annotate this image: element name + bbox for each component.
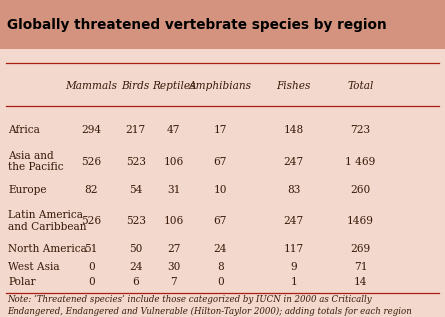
- Text: 260: 260: [350, 185, 371, 195]
- Text: 9: 9: [291, 262, 297, 272]
- Text: 24: 24: [214, 244, 227, 254]
- Text: 106: 106: [163, 216, 184, 226]
- Text: 30: 30: [167, 262, 180, 272]
- Text: 8: 8: [217, 262, 224, 272]
- Text: Africa: Africa: [8, 125, 40, 135]
- Text: Amphibians: Amphibians: [189, 81, 252, 91]
- Text: 82: 82: [85, 185, 98, 195]
- Text: 0: 0: [88, 262, 95, 272]
- Text: Europe: Europe: [8, 185, 47, 195]
- Text: 1 469: 1 469: [345, 157, 376, 167]
- Text: 0: 0: [88, 277, 95, 287]
- Text: 523: 523: [126, 216, 146, 226]
- Text: 1: 1: [290, 277, 297, 287]
- Text: Total: Total: [347, 81, 374, 91]
- Text: 14: 14: [354, 277, 367, 287]
- Text: 54: 54: [129, 185, 142, 195]
- Text: 83: 83: [287, 185, 300, 195]
- Text: 148: 148: [283, 125, 304, 135]
- Text: 247: 247: [283, 157, 304, 167]
- Text: 117: 117: [283, 244, 304, 254]
- Text: Fishes: Fishes: [276, 81, 311, 91]
- Text: 67: 67: [214, 157, 227, 167]
- Text: 0: 0: [217, 277, 224, 287]
- Text: 523: 523: [126, 157, 146, 167]
- Text: 526: 526: [81, 216, 101, 226]
- Text: Note: ‘Threatened species’ include those categorized by IUCN in 2000 as Critical: Note: ‘Threatened species’ include those…: [7, 294, 412, 316]
- Text: 6: 6: [132, 277, 139, 287]
- Text: West Asia: West Asia: [8, 262, 60, 272]
- Text: 526: 526: [81, 157, 101, 167]
- Text: Latin America
and Caribbean: Latin America and Caribbean: [8, 210, 86, 232]
- Text: 723: 723: [350, 125, 371, 135]
- Text: 247: 247: [283, 216, 304, 226]
- Text: 7: 7: [170, 277, 177, 287]
- Text: North America: North America: [8, 244, 87, 254]
- Text: 31: 31: [167, 185, 180, 195]
- Text: Birds: Birds: [121, 81, 150, 91]
- Text: 294: 294: [81, 125, 101, 135]
- Text: 269: 269: [350, 244, 371, 254]
- Text: 217: 217: [125, 125, 146, 135]
- Text: 24: 24: [129, 262, 142, 272]
- Bar: [0, 0, 445, 49]
- Text: Globally threatened vertebrate species by region: Globally threatened vertebrate species b…: [7, 17, 387, 32]
- Text: 51: 51: [85, 244, 98, 254]
- Text: 47: 47: [167, 125, 180, 135]
- Text: 71: 71: [354, 262, 367, 272]
- Text: Polar: Polar: [8, 277, 36, 287]
- Text: Reptiles: Reptiles: [152, 81, 195, 91]
- Text: 17: 17: [214, 125, 227, 135]
- Text: Asia and
the Pacific: Asia and the Pacific: [8, 151, 64, 172]
- Text: 1469: 1469: [347, 216, 374, 226]
- Text: 67: 67: [214, 216, 227, 226]
- Text: 106: 106: [163, 157, 184, 167]
- Text: Mammals: Mammals: [65, 81, 117, 91]
- Text: 10: 10: [214, 185, 227, 195]
- Text: 27: 27: [167, 244, 180, 254]
- Text: 50: 50: [129, 244, 142, 254]
